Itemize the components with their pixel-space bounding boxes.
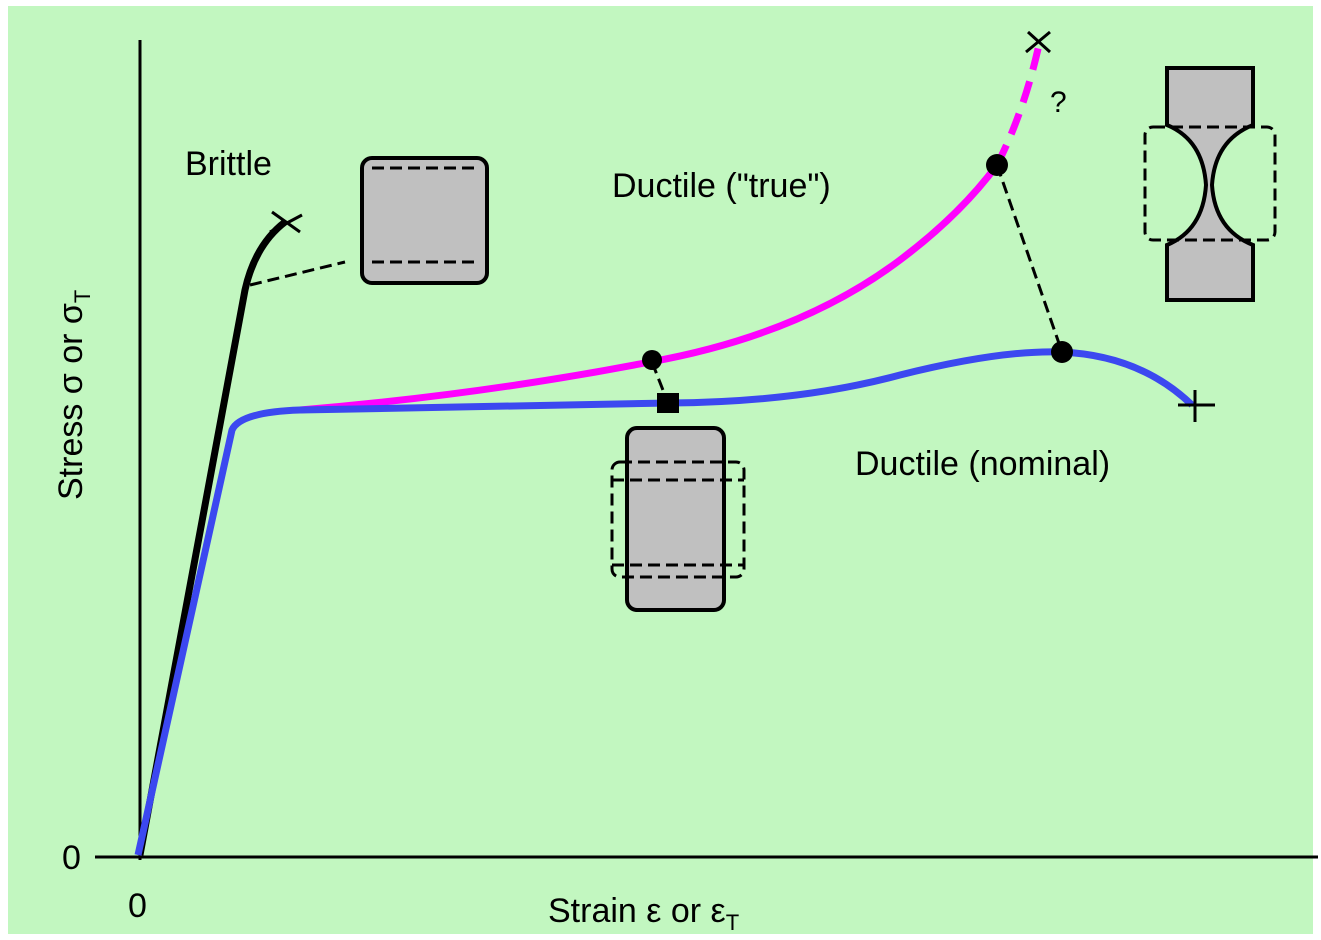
nominal-curve <box>134 348 1195 856</box>
true-curve-extrapolation <box>993 39 1044 167</box>
x-axis-label: Strain ε or εT <box>548 892 739 935</box>
curve-label: Ductile ("true") <box>612 167 831 205</box>
x-axis-text: Strain ε or ε <box>548 892 726 930</box>
brittle-specimen <box>360 156 489 285</box>
point <box>986 154 1008 176</box>
point <box>1051 341 1073 363</box>
true-curve <box>299 162 1000 414</box>
y-axis-label: Stress σ or σT <box>52 290 95 500</box>
nominal-specimen <box>610 426 746 612</box>
x-axis-subscript: T <box>726 910 739 935</box>
point <box>657 393 679 413</box>
curve-label: Brittle <box>185 145 272 183</box>
y-axis-text: Stress σ or σ <box>52 303 90 500</box>
curve-label: Ductile (nominal) <box>855 445 1110 483</box>
annotation: ? <box>1050 86 1067 119</box>
y-axis-subscript: T <box>70 290 95 303</box>
fracture-mark <box>269 210 303 234</box>
leader-line <box>249 260 346 287</box>
y-origin-label: 0 <box>62 839 81 877</box>
fracture-mark <box>1025 30 1052 54</box>
fracture-mark <box>1178 390 1215 422</box>
necked-specimen <box>1143 66 1277 302</box>
point <box>642 350 662 370</box>
x-origin-label: 0 <box>128 887 147 925</box>
leader-line <box>995 164 1064 353</box>
